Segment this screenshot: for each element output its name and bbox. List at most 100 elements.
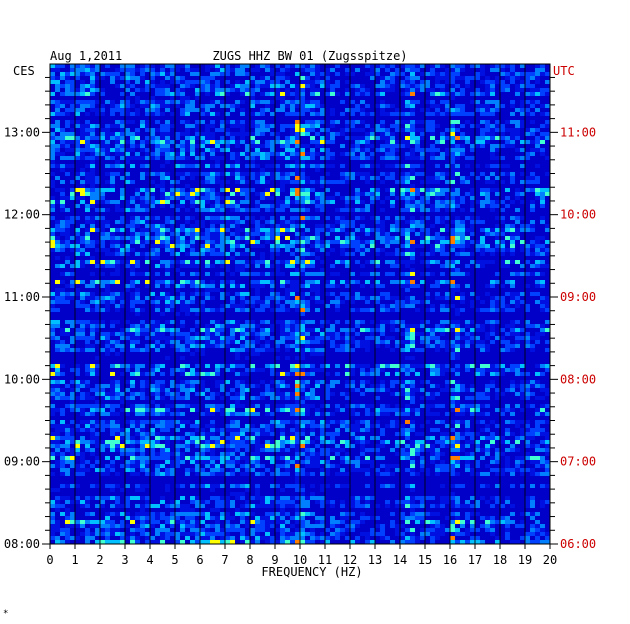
heatmap-cell	[115, 108, 120, 112]
heatmap-cell	[520, 104, 525, 108]
heatmap-cell	[270, 396, 275, 400]
heatmap-cell	[465, 164, 470, 168]
heatmap-cell	[180, 84, 185, 88]
heatmap-cell	[470, 384, 475, 388]
heatmap-cell	[515, 336, 520, 340]
heatmap-cell	[200, 284, 205, 288]
heatmap-cell	[235, 380, 240, 384]
heatmap-cell	[80, 260, 85, 264]
heatmap-cell	[350, 240, 355, 244]
heatmap-cell	[425, 88, 430, 92]
heatmap-cell	[95, 152, 100, 156]
heatmap-cell	[530, 88, 535, 92]
heatmap-cell	[135, 308, 140, 312]
heatmap-cell	[220, 64, 225, 68]
heatmap-cell	[385, 148, 390, 152]
heatmap-cell	[60, 408, 65, 412]
heatmap-cell	[415, 120, 420, 124]
heatmap-cell	[225, 112, 230, 116]
heatmap-cell	[265, 92, 270, 96]
heatmap-cell	[270, 140, 275, 144]
heatmap-cell	[180, 248, 185, 252]
heatmap-cell	[355, 108, 360, 112]
heatmap-cell	[495, 148, 500, 152]
heatmap-cell	[215, 260, 220, 264]
heatmap-cell	[190, 224, 195, 228]
heatmap-cell	[320, 80, 325, 84]
heatmap-cell	[155, 128, 160, 132]
heatmap-cell	[385, 156, 390, 160]
heatmap-cell	[470, 124, 475, 128]
heatmap-cell	[150, 108, 155, 112]
heatmap-cell	[520, 428, 525, 432]
heatmap-cell	[435, 392, 440, 396]
heatmap-cell	[480, 344, 485, 348]
heatmap-cell	[445, 216, 450, 220]
heatmap-cell	[450, 356, 455, 360]
heatmap-cell	[395, 304, 400, 308]
heatmap-cell	[545, 120, 550, 124]
heatmap-cell	[195, 288, 200, 292]
heatmap-cell	[70, 196, 75, 200]
heatmap-cell	[95, 156, 100, 160]
heatmap-cell	[160, 188, 165, 192]
heatmap-cell	[55, 324, 60, 328]
heatmap-cell	[265, 388, 270, 392]
heatmap-cell	[525, 272, 530, 276]
heatmap-cell	[185, 380, 190, 384]
heatmap-cell	[440, 172, 445, 176]
heatmap-cell	[250, 156, 255, 160]
heatmap-cell	[440, 84, 445, 88]
heatmap-cell	[450, 80, 455, 84]
heatmap-cell	[465, 216, 470, 220]
heatmap-cell	[80, 408, 85, 412]
heatmap-cell	[165, 240, 170, 244]
heatmap-cell	[190, 164, 195, 168]
heatmap-cell	[145, 84, 150, 88]
heatmap-cell	[525, 384, 530, 388]
heatmap-cell	[465, 428, 470, 432]
heatmap-cell	[155, 216, 160, 220]
heatmap-cell	[120, 392, 125, 396]
heatmap-cell	[290, 132, 295, 136]
heatmap-cell	[295, 280, 300, 284]
heatmap-cell	[135, 280, 140, 284]
heatmap-cell	[445, 204, 450, 208]
heatmap-cell	[450, 428, 455, 432]
heatmap-cell	[230, 172, 235, 176]
heatmap-cell	[425, 308, 430, 312]
heatmap-cell	[230, 340, 235, 344]
heatmap-cell	[325, 152, 330, 156]
heatmap-cell	[400, 320, 405, 324]
heatmap-cell	[250, 88, 255, 92]
heatmap-cell	[250, 228, 255, 232]
heatmap-cell	[390, 152, 395, 156]
heatmap-cell	[305, 192, 310, 196]
heatmap-cell	[415, 308, 420, 312]
heatmap-cell	[370, 176, 375, 180]
heatmap-cell	[150, 192, 155, 196]
heatmap-cell	[355, 68, 360, 72]
heatmap-cell	[100, 104, 105, 108]
heatmap-cell	[230, 328, 235, 332]
heatmap-cell	[545, 104, 550, 108]
heatmap-cell	[230, 296, 235, 300]
heatmap-cell	[175, 208, 180, 212]
heatmap-cell	[85, 304, 90, 308]
heatmap-cell	[305, 104, 310, 108]
heatmap-cell	[360, 340, 365, 344]
heatmap-cell	[185, 364, 190, 368]
heatmap-cell	[95, 340, 100, 344]
heatmap-cell	[390, 336, 395, 340]
heatmap-cell	[50, 408, 55, 412]
heatmap-cell	[125, 412, 130, 416]
heatmap-cell	[475, 100, 480, 104]
heatmap-cell	[360, 136, 365, 140]
heatmap-cell	[85, 240, 90, 244]
heatmap-cell	[310, 80, 315, 84]
heatmap-cell	[280, 384, 285, 388]
heatmap-cell	[155, 272, 160, 276]
heatmap-cell	[195, 424, 200, 428]
heatmap-cell	[340, 208, 345, 212]
heatmap-cell	[480, 324, 485, 328]
